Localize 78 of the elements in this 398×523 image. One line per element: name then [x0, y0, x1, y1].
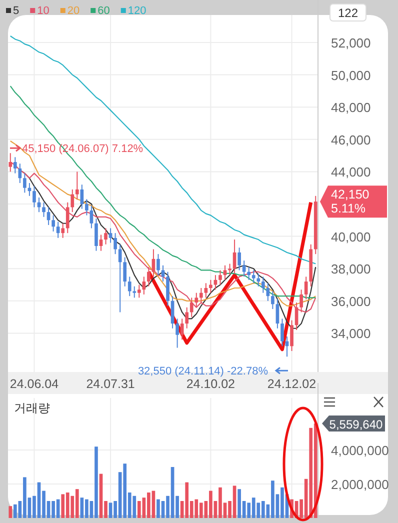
candlestick — [242, 260, 246, 278]
legend-label: 20 — [67, 5, 80, 17]
candlestick — [70, 188, 74, 213]
y-tick-label: 48,000 — [331, 100, 371, 116]
candlestick — [180, 318, 184, 340]
candlestick — [13, 156, 17, 174]
candlestick — [290, 320, 294, 352]
candlestick — [108, 228, 112, 244]
candlestick — [161, 264, 165, 282]
annotation: 32,550 (24.11.14) -22.78% — [138, 366, 268, 378]
candlestick — [228, 263, 232, 276]
candlestick — [114, 232, 117, 255]
candlestick — [56, 221, 60, 238]
candlestick — [214, 274, 218, 290]
candlestick — [132, 286, 136, 298]
y-tick-label: 34,000 — [331, 326, 371, 342]
candlestick — [252, 270, 256, 284]
candlestick — [218, 270, 222, 286]
bar — [8, 506, 12, 518]
candlestick — [128, 276, 132, 297]
y-tick-label: 36,000 — [331, 294, 371, 309]
text: 42,150 5.11% — [331, 188, 370, 216]
y-tick-label: 46,000 — [331, 132, 371, 148]
candlestick — [223, 264, 227, 280]
candlestick — [199, 288, 203, 304]
x-tick-label: 24.07.31 — [86, 377, 135, 391]
candlestick — [152, 248, 156, 278]
candlestick — [271, 290, 274, 310]
candlestick — [176, 318, 179, 348]
x-tick-label: 24.12.02 — [267, 377, 316, 391]
candlestick — [32, 186, 36, 208]
candlestick — [247, 266, 251, 280]
candlestick — [85, 198, 88, 216]
y-tick-label: 50,000 — [331, 68, 371, 83]
candlestick — [118, 244, 122, 313]
candlestick — [42, 202, 46, 218]
line-series — [146, 200, 313, 352]
candlestick — [276, 298, 280, 329]
candlestick — [280, 318, 284, 347]
x-tick-label: 24.10.02 — [186, 377, 236, 391]
y-tick-label: 2,000,000 — [331, 477, 389, 492]
candlestick — [104, 228, 108, 245]
chart-title: 거래량 — [14, 401, 50, 415]
candlestick — [23, 172, 26, 194]
candlestick — [52, 214, 55, 232]
candlestick — [66, 202, 70, 234]
candlestick — [80, 184, 84, 210]
legend-label: 60 — [98, 5, 110, 17]
candlestick — [99, 234, 103, 252]
candlestick — [61, 222, 65, 238]
y-tick-label: 4,000,000 — [331, 443, 389, 458]
y-tick-label: 38,000 — [331, 262, 371, 277]
line-series — [10, 35, 316, 264]
candlestick — [185, 306, 189, 329]
text: 122 — [338, 6, 358, 20]
candlestick — [256, 272, 260, 287]
line-series — [10, 140, 316, 306]
candlestick — [147, 266, 150, 287]
candlestick — [194, 292, 198, 308]
candlestick — [137, 284, 141, 298]
text: 5,559,640 — [329, 417, 384, 432]
legend-label: 10 — [37, 5, 50, 17]
x-tick-label: 24.06.04 — [10, 377, 59, 391]
candlestick — [123, 256, 127, 287]
candlestick — [90, 205, 94, 229]
y-tick-label: 52,000 — [331, 35, 371, 50]
candlestick — [209, 279, 212, 294]
y-tick-label: 40,000 — [331, 229, 371, 244]
candlestick — [238, 247, 241, 271]
candlestick — [156, 254, 160, 276]
legend-label: 5 — [13, 5, 20, 17]
candlestick — [204, 282, 208, 298]
candlestick — [75, 171, 79, 200]
candlestick — [304, 276, 308, 300]
legend-label: 120 — [128, 5, 146, 17]
y-tick-label: 44,000 — [331, 164, 371, 180]
candlestick — [261, 276, 265, 294]
candlestick — [94, 218, 98, 252]
